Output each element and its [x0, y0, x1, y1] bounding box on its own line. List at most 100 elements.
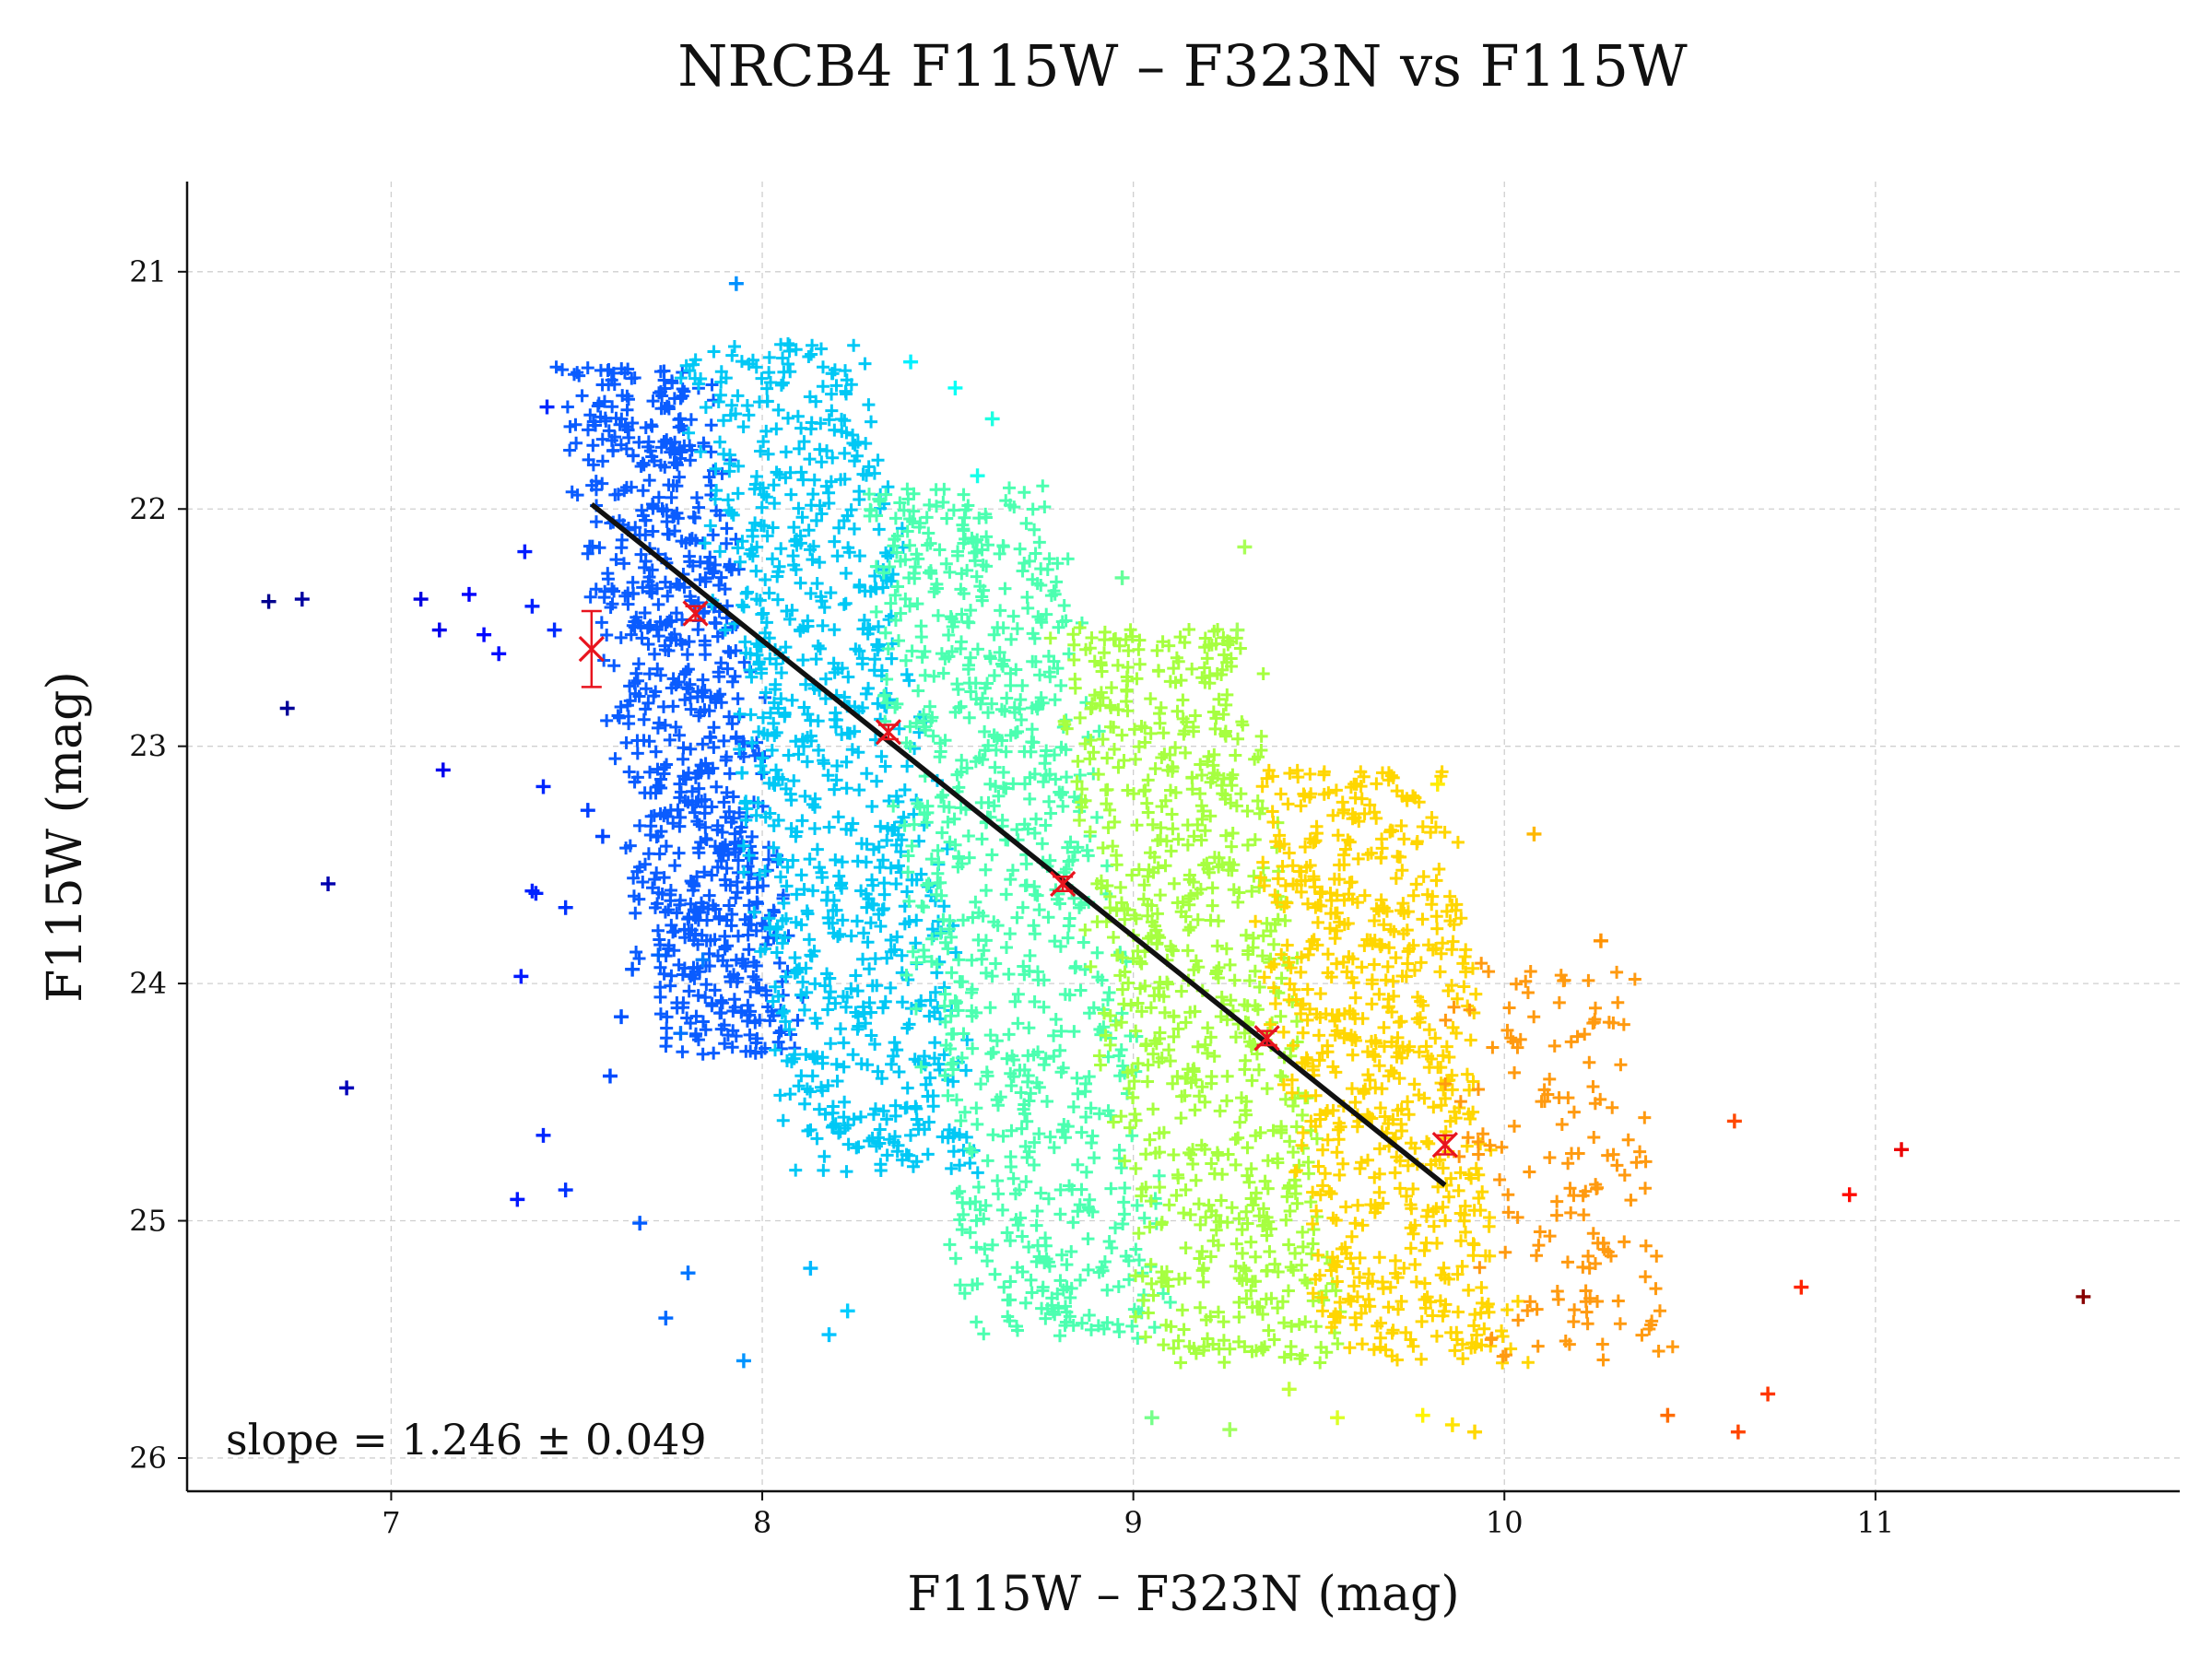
cloud-point: [1262, 1324, 1276, 1337]
cloud-point: [1245, 1300, 1259, 1314]
cloud-point: [1090, 946, 1104, 959]
cloud-point: [1422, 1136, 1436, 1150]
cloud-point: [1400, 1189, 1413, 1203]
cloud-point: [1611, 995, 1625, 1009]
cloud-point: [1288, 1187, 1302, 1201]
cloud-point: [922, 1115, 935, 1129]
cloud-point: [1394, 1154, 1407, 1168]
cloud-point: [1164, 844, 1178, 858]
cloud-point: [1103, 1009, 1117, 1022]
cloud-point: [971, 1166, 984, 1180]
cloud-point: [1101, 993, 1115, 1006]
cloud-point: [890, 529, 904, 543]
cloud-point: [720, 785, 734, 799]
cloud-point: [1332, 1008, 1346, 1022]
cloud-point: [1144, 1001, 1158, 1015]
cloud-point: [900, 667, 913, 681]
cloud-point: [650, 620, 664, 634]
cloud-point: [815, 1080, 829, 1094]
cloud-point: [838, 414, 852, 428]
cloud-point: [1439, 1091, 1453, 1105]
cloud-point: [621, 362, 635, 376]
cloud-point: [702, 888, 716, 902]
cloud-point: [690, 490, 704, 504]
cloud-point: [1496, 1329, 1510, 1343]
cloud-point: [907, 567, 921, 581]
cloud-point: [792, 1079, 806, 1093]
cloud-point: [652, 490, 665, 504]
cloud-point: [1067, 1025, 1081, 1039]
cloud-point: [1332, 1133, 1346, 1147]
cloud-point: [606, 366, 620, 380]
cloud-point: [1206, 1234, 1220, 1248]
cloud-point: [917, 1050, 931, 1064]
cloud-point: [736, 839, 750, 853]
cloud-point: [1238, 1340, 1252, 1354]
cloud-point: [1051, 662, 1065, 676]
cloud-point: [1364, 846, 1378, 860]
cloud-point: [1216, 1168, 1230, 1182]
cloud-point: [1032, 903, 1046, 917]
cloud-point: [767, 716, 781, 730]
cloud-point: [731, 389, 745, 403]
grid-lines: [187, 182, 2180, 1491]
cloud-point: [1171, 1334, 1185, 1347]
cloud-point: [601, 572, 615, 586]
cloud-point: [717, 414, 731, 428]
cloud-point: [1254, 744, 1268, 758]
cloud-point: [1321, 1133, 1335, 1147]
cloud-point: [1321, 1045, 1335, 1059]
cloud-point: [1271, 1156, 1285, 1170]
cloud-point: [1086, 1129, 1100, 1143]
cloud-point: [733, 707, 747, 721]
cloud-point: [1474, 1204, 1488, 1218]
cloud-point: [888, 1099, 902, 1112]
cloud-point: [1004, 1150, 1018, 1164]
cloud-point: [583, 408, 597, 422]
cloud-point: [1174, 674, 1188, 688]
cloud-point: [770, 946, 783, 959]
cloud-point: [1018, 1296, 1032, 1310]
cloud-point: [614, 700, 628, 714]
cloud-point: [1022, 1145, 1036, 1159]
cloud-point: [770, 422, 783, 436]
cloud-point: [1185, 662, 1199, 676]
cloud-point: [846, 1048, 860, 1062]
cloud-point: [669, 633, 683, 647]
cloud-point: [757, 435, 771, 449]
cloud-point: [1194, 768, 1208, 782]
cloud-point: [746, 549, 759, 563]
cloud-point: [1016, 1230, 1030, 1243]
cloud-point: [1321, 1104, 1335, 1118]
cloud-point: [738, 635, 752, 649]
cloud-point: [1024, 1273, 1038, 1287]
cloud-point: [1183, 888, 1197, 902]
cloud-point: [615, 412, 629, 426]
cloud-point: [621, 393, 635, 406]
outlier-point: [1730, 1424, 1746, 1440]
cloud-point: [1202, 1198, 1216, 1212]
cloud-point: [815, 507, 829, 521]
binned-marker: [578, 636, 605, 663]
cloud-point: [1033, 668, 1047, 682]
cloud-point: [759, 988, 773, 1002]
cloud-point: [1446, 935, 1460, 948]
cloud-point: [1639, 1155, 1653, 1169]
cloud-point: [618, 419, 632, 433]
cloud-point: [1028, 523, 1041, 536]
cloud-point: [1360, 933, 1374, 947]
cloud-point: [641, 696, 655, 710]
cloud-point: [810, 1017, 824, 1030]
cloud-point: [1081, 1232, 1095, 1246]
cloud-point: [649, 745, 663, 759]
cloud-point: [853, 783, 866, 797]
cloud-point: [1025, 723, 1039, 736]
cloud-point: [1218, 648, 1231, 662]
cloud-point: [772, 559, 786, 573]
cloud-point: [1178, 636, 1192, 650]
cloud-point: [801, 907, 815, 921]
cloud-point: [1336, 806, 1350, 819]
cloud-point: [1011, 987, 1025, 1001]
cloud-point: [1013, 542, 1027, 556]
cloud-point: [1115, 982, 1129, 996]
